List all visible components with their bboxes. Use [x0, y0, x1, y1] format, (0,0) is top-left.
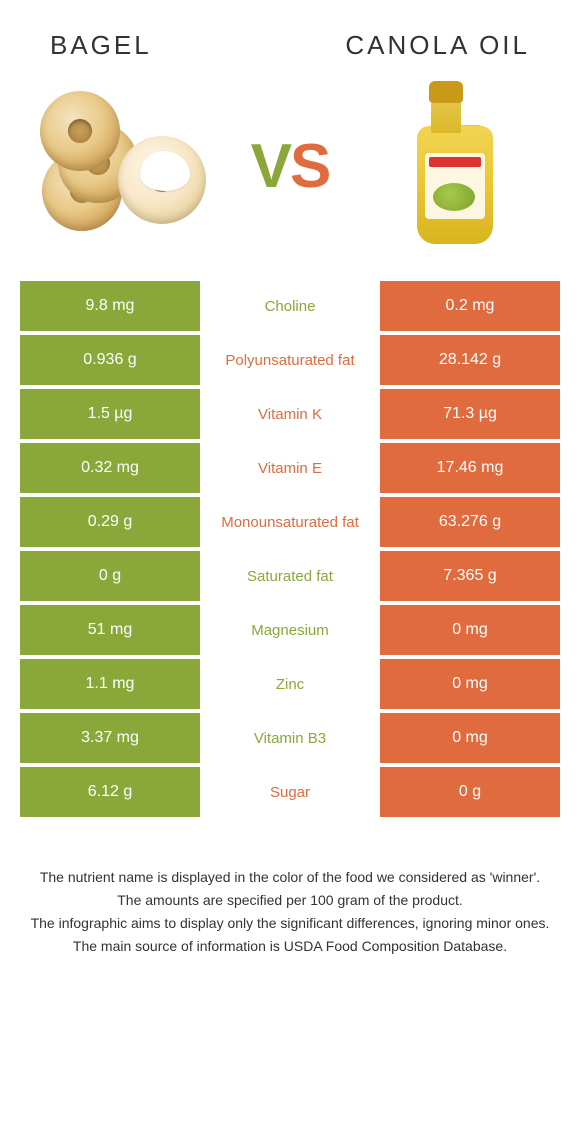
cell-right: 0 mg [380, 605, 560, 655]
cell-label: Polyunsaturated fat [200, 335, 380, 385]
cell-left: 1.5 µg [20, 389, 200, 439]
header-left: BAGEL [50, 30, 152, 61]
table-row: 0 gSaturated fat7.365 g [20, 551, 560, 601]
cell-right: 7.365 g [380, 551, 560, 601]
cell-right: 0.2 mg [380, 281, 560, 331]
footnote-line: The infographic aims to display only the… [30, 913, 550, 934]
cell-right: 0 mg [380, 659, 560, 709]
images-row: VS [20, 76, 560, 256]
cell-left: 0.29 g [20, 497, 200, 547]
cell-left: 0 g [20, 551, 200, 601]
cell-left: 1.1 mg [20, 659, 200, 709]
table-row: 0.29 gMonounsaturated fat63.276 g [20, 497, 560, 547]
table-row: 3.37 mgVitamin B30 mg [20, 713, 560, 763]
comparison-table: 9.8 mgCholine0.2 mg0.936 gPolyunsaturate… [20, 281, 560, 817]
cell-label: Zinc [200, 659, 380, 709]
cell-label: Vitamin B3 [200, 713, 380, 763]
cell-right: 71.3 µg [380, 389, 560, 439]
cell-label: Vitamin K [200, 389, 380, 439]
cell-left: 0.32 mg [20, 443, 200, 493]
table-row: 0.32 mgVitamin E17.46 mg [20, 443, 560, 493]
cell-left: 6.12 g [20, 767, 200, 817]
footnote-line: The nutrient name is displayed in the co… [30, 867, 550, 888]
cell-right: 63.276 g [380, 497, 560, 547]
cell-label: Choline [200, 281, 380, 331]
cell-right: 17.46 mg [380, 443, 560, 493]
cell-label: Vitamin E [200, 443, 380, 493]
cell-left: 9.8 mg [20, 281, 200, 331]
table-row: 0.936 gPolyunsaturated fat28.142 g [20, 335, 560, 385]
vs-label: VS [251, 131, 330, 202]
cell-left: 51 mg [20, 605, 200, 655]
table-row: 1.1 mgZinc0 mg [20, 659, 560, 709]
cell-label: Monounsaturated fat [200, 497, 380, 547]
vs-v: V [251, 131, 290, 202]
header-right: CANOLA OIL [345, 30, 530, 61]
cell-label: Saturated fat [200, 551, 380, 601]
cell-right: 0 mg [380, 713, 560, 763]
footnote-line: The main source of information is USDA F… [30, 936, 550, 957]
cell-right: 0 g [380, 767, 560, 817]
cell-right: 28.142 g [380, 335, 560, 385]
footnotes: The nutrient name is displayed in the co… [20, 867, 560, 957]
cell-label: Sugar [200, 767, 380, 817]
table-row: 1.5 µgVitamin K71.3 µg [20, 389, 560, 439]
cell-left: 3.37 mg [20, 713, 200, 763]
headers-row: BAGEL CANOLA OIL [20, 30, 560, 61]
cell-left: 0.936 g [20, 335, 200, 385]
table-row: 6.12 gSugar0 g [20, 767, 560, 817]
bagel-image [35, 81, 215, 251]
infographic-container: BAGEL CANOLA OIL VS 9.8 mgCho [0, 0, 580, 979]
canola-image [365, 81, 545, 251]
table-row: 9.8 mgCholine0.2 mg [20, 281, 560, 331]
table-row: 51 mgMagnesium0 mg [20, 605, 560, 655]
vs-s: S [290, 131, 329, 202]
cell-label: Magnesium [200, 605, 380, 655]
footnote-line: The amounts are specified per 100 gram o… [30, 890, 550, 911]
